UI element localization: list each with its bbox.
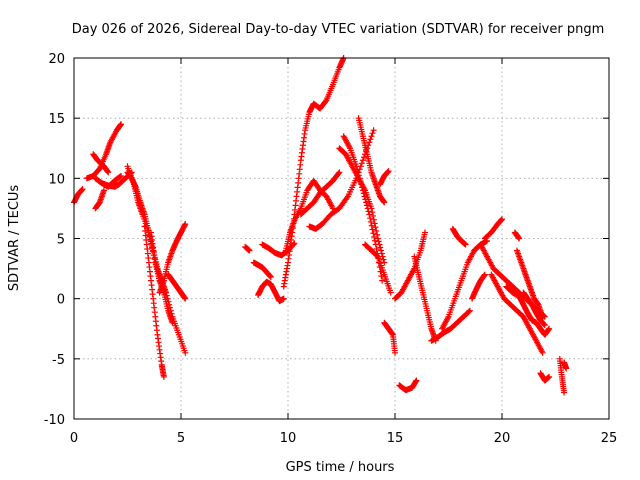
data-point-arc22 (354, 166, 361, 173)
data-point-arc22 (368, 222, 375, 229)
data-point-arc17 (322, 98, 329, 105)
data-point-arc33 (481, 271, 488, 278)
data-point-arc34 (499, 216, 505, 223)
y-tick-label: -5 (52, 353, 65, 368)
data-point-arc22 (353, 163, 360, 170)
data-point-arc22 (366, 211, 373, 218)
data-point-arc11 (182, 221, 189, 228)
data-point-arc22 (363, 202, 370, 209)
data-point-arc03 (105, 169, 112, 176)
x-axis-label: GPS time / hours (286, 460, 395, 475)
data-point-arc20 (359, 157, 366, 164)
data-point-arc22 (357, 178, 364, 185)
x-tick-label: 20 (494, 431, 511, 446)
y-tick-label: -10 (44, 413, 65, 428)
chart-title: Day 026 of 2026, Sidereal Day-to-day VTE… (72, 22, 605, 37)
data-point-arc21 (381, 259, 388, 266)
data-point-arc37 (546, 325, 553, 332)
data-point-arc19 (336, 169, 343, 176)
data-point-arc22 (370, 230, 377, 237)
data-point-arc19 (335, 170, 342, 177)
data-point-arc20 (367, 136, 374, 143)
data-point-arc22 (367, 215, 374, 222)
y-tick-label: 0 (57, 293, 65, 308)
data-point-arc22 (369, 226, 376, 233)
data-point-arc41 (546, 373, 553, 380)
data-point-arc22 (359, 187, 366, 194)
data-point-arc14 (267, 274, 274, 281)
data-point-arc25 (385, 168, 392, 175)
data-point-arc30 (466, 308, 473, 315)
data-point-arc09 (160, 373, 167, 380)
data-point-arc22 (356, 175, 363, 182)
x-tick-label: 5 (177, 431, 185, 446)
data-point-arc22 (379, 277, 386, 284)
y-tick-label: 10 (48, 172, 65, 187)
data-point-arc07 (182, 349, 189, 356)
data-point-arc21 (378, 247, 385, 254)
data-point-arc06 (117, 173, 124, 180)
data-point-arc22 (355, 169, 362, 176)
x-tick-label: 15 (387, 431, 404, 446)
x-tick-labels: 0 5 10 15 20 25 (70, 431, 617, 446)
data-point-arc23 (381, 199, 388, 206)
data-point-arc22 (359, 184, 366, 191)
data-point-arc26 (392, 349, 398, 356)
data-point-arc22 (362, 196, 369, 203)
data-point-arc21 (380, 256, 387, 263)
data-points (71, 55, 570, 396)
data-point-arc20 (368, 133, 375, 140)
data-point-arc22 (364, 205, 371, 212)
data-point-arc22 (372, 241, 379, 248)
y-tick-label: 15 (48, 112, 65, 127)
data-point-arc02 (118, 121, 125, 128)
data-point-arc22 (360, 190, 367, 197)
data-point-arc20 (370, 127, 377, 134)
data-point-arc20 (366, 139, 373, 146)
data-point-arc22 (363, 199, 370, 206)
data-point-arc40 (541, 322, 548, 329)
data-point-arc32 (462, 241, 469, 248)
data-point-arc22 (373, 246, 380, 253)
data-point-arc36 (539, 349, 546, 356)
x-tick-label: 0 (70, 431, 78, 446)
x-tick-label: 10 (280, 431, 297, 446)
data-point-arc28 (413, 377, 420, 384)
data-point-arc43 (563, 365, 570, 372)
data-point-arc06 (118, 172, 125, 179)
data-point-arc01 (79, 186, 86, 193)
grid (74, 58, 609, 419)
data-point-arc24 (374, 252, 381, 259)
data-point-arc10 (169, 319, 176, 326)
data-point-arc22 (358, 181, 365, 188)
data-point-arc42 (561, 389, 568, 396)
x-tick-label: 25 (601, 431, 618, 446)
data-point-arc38 (516, 235, 523, 242)
data-point-arc30 (466, 307, 473, 314)
data-point-arc27 (421, 229, 428, 236)
data-point-arc05 (100, 187, 107, 194)
data-point-arc21 (375, 238, 382, 245)
data-point-arc20 (369, 130, 376, 137)
data-point-arc22 (365, 208, 372, 215)
y-axis-label: SDTVAR / TECUs (7, 185, 22, 292)
data-point-arc13 (246, 247, 253, 254)
y-tick-labels: -10 -5 0 5 10 15 20 (44, 52, 65, 428)
data-point-arc22 (361, 193, 368, 200)
data-point-arc24 (387, 289, 394, 296)
data-point-arc21 (377, 244, 384, 251)
y-tick-label: 5 (57, 233, 65, 248)
data-point-arc20 (360, 154, 367, 161)
data-point-arc22 (355, 172, 362, 179)
data-point-arc15 (280, 295, 287, 302)
data-point-arc12 (182, 295, 189, 302)
axis-ticks (73, 57, 610, 420)
data-point-arc22 (371, 237, 378, 244)
data-point-arc22 (367, 218, 374, 225)
data-point-arc20 (358, 160, 365, 167)
y-tick-label: 20 (48, 52, 65, 67)
data-point-arc22 (371, 233, 378, 240)
